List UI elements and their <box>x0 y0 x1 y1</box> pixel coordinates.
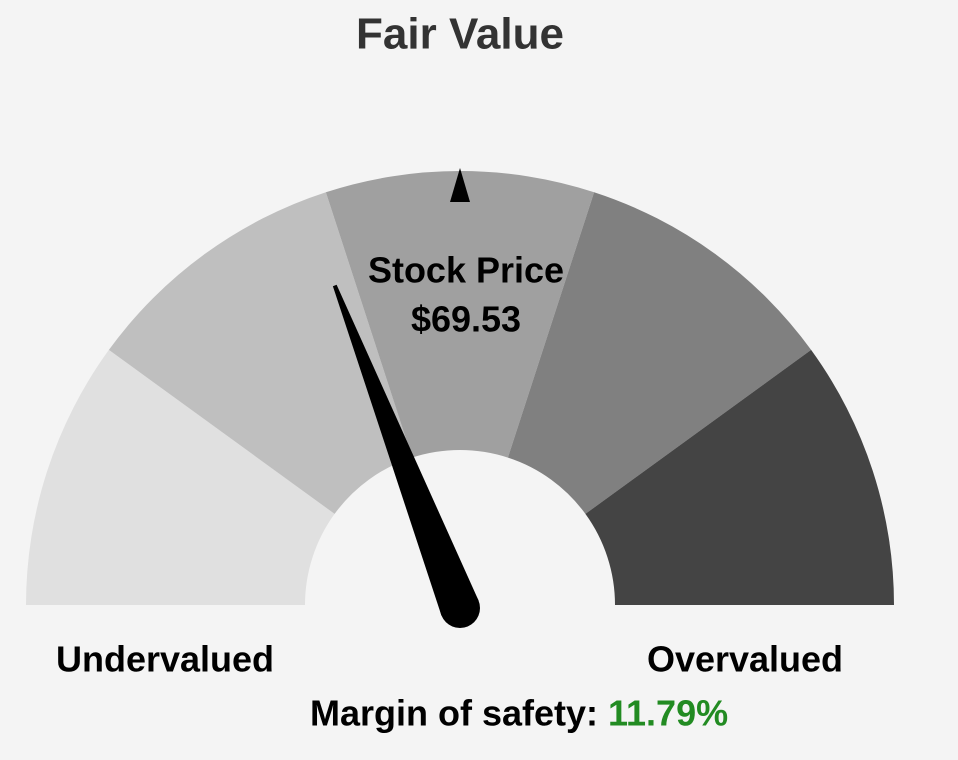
gauge-band <box>325 171 595 458</box>
gauge-band <box>507 192 812 514</box>
gauge-band <box>26 349 335 605</box>
margin-label: Margin of safety: <box>310 693 598 734</box>
gauge-band <box>585 349 894 605</box>
right-label: Overvalued <box>647 639 843 680</box>
center-label: $69.53 <box>411 299 521 340</box>
needle-hub <box>440 588 480 628</box>
needle-group <box>332 284 480 628</box>
gauge-band <box>108 192 413 514</box>
fair-value-marker <box>450 168 470 202</box>
gauge-bands <box>26 171 894 605</box>
center-label: Stock Price <box>368 250 564 291</box>
margin-value: 11.79% <box>608 693 728 734</box>
chart-title: Fair Value <box>356 10 564 59</box>
left-label: Undervalued <box>56 639 274 680</box>
needle <box>332 284 479 616</box>
